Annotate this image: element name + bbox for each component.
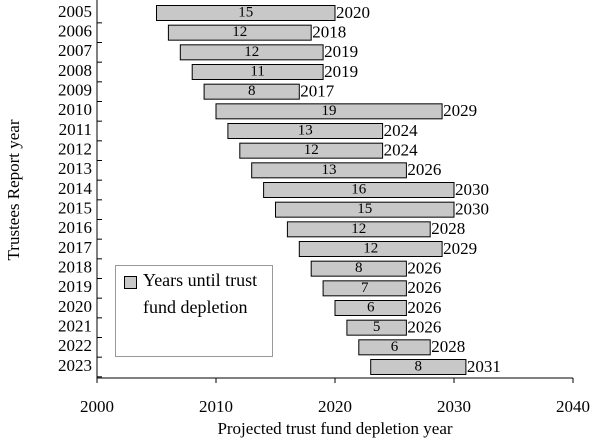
- end-label: 2031: [467, 357, 501, 376]
- bar: [286, 221, 431, 238]
- x-tick-label: 2040: [556, 397, 590, 416]
- duration-label: 12: [363, 240, 378, 256]
- x-tick-label: 2020: [318, 397, 352, 416]
- x-axis-label: Projected trust fund depletion year: [217, 419, 452, 438]
- bar: [310, 260, 407, 277]
- y-tick-label: 2022: [58, 336, 92, 355]
- end-label: 2020: [336, 3, 370, 22]
- end-label: 2024: [384, 141, 419, 160]
- end-label: 2018: [312, 23, 346, 42]
- duration-label: 7: [361, 280, 369, 296]
- y-tick-label: 2019: [58, 277, 92, 296]
- y-tick-label: 2008: [58, 61, 92, 80]
- bar: [358, 339, 431, 356]
- bar: [239, 142, 384, 159]
- bar: [263, 182, 455, 198]
- end-label: 2029: [443, 101, 477, 120]
- legend-label: Years until trust fund depletion: [143, 270, 258, 317]
- duration-label: 8: [355, 260, 363, 276]
- bar: [167, 24, 312, 41]
- duration-label: 12: [304, 142, 319, 158]
- y-tick-label: 2020: [58, 297, 92, 316]
- duration-label: 19: [322, 103, 337, 119]
- x-tick-label: 2000: [80, 397, 114, 416]
- duration-label: 11: [250, 63, 264, 79]
- bar: [370, 359, 467, 375]
- bar: [179, 44, 324, 61]
- y-axis-label: Trustees Report year: [4, 119, 23, 260]
- end-label: 2019: [324, 62, 358, 81]
- duration-label: 12: [244, 44, 259, 60]
- end-label: 2026: [407, 259, 441, 278]
- end-label: 2028: [431, 337, 465, 356]
- end-label: 2017: [300, 82, 335, 101]
- y-tick-label: 2007: [58, 41, 93, 60]
- legend: Years until trust fund depletion: [115, 265, 273, 357]
- end-label: 2028: [431, 219, 465, 238]
- y-tick-label: 2021: [58, 317, 92, 336]
- y-tick-label: 2016: [58, 218, 92, 237]
- y-tick-label: 2015: [58, 199, 92, 218]
- duration-label: 12: [351, 221, 366, 237]
- x-tick-label: 2030: [437, 397, 471, 416]
- end-label: 2026: [407, 160, 441, 179]
- y-tick-label: 2009: [58, 81, 92, 100]
- bar: [191, 64, 324, 80]
- end-label: 2026: [407, 318, 441, 337]
- duration-label: 13: [322, 162, 337, 178]
- y-tick-label: 2012: [58, 140, 92, 159]
- bar: [215, 103, 443, 120]
- y-tick-label: 2005: [58, 2, 92, 21]
- bar: [203, 83, 300, 100]
- end-label: 2024: [384, 121, 419, 140]
- end-label: 2030: [455, 200, 489, 219]
- duration-label: 12: [232, 24, 247, 40]
- y-tick-label: 2013: [58, 159, 92, 178]
- duration-label: 6: [367, 299, 375, 315]
- bar: [227, 123, 384, 139]
- y-tick-label: 2018: [58, 258, 92, 277]
- duration-label: 8: [248, 83, 256, 99]
- legend-swatch: [124, 276, 137, 289]
- duration-label: 5: [373, 319, 381, 335]
- bar: [322, 280, 407, 297]
- end-label: 2026: [407, 298, 441, 317]
- duration-label: 8: [415, 358, 423, 374]
- y-tick-label: 2011: [59, 120, 92, 139]
- bar: [298, 241, 443, 257]
- duration-label: 15: [357, 201, 372, 217]
- duration-label: 15: [238, 4, 253, 20]
- y-tick-label: 2010: [58, 100, 92, 119]
- y-tick-label: 2006: [58, 22, 92, 41]
- y-tick-label: 2023: [58, 356, 92, 375]
- bar: [334, 300, 407, 316]
- end-label: 2030: [455, 180, 489, 199]
- bar: [346, 319, 407, 336]
- duration-label: 13: [298, 122, 313, 138]
- y-tick-label: 2017: [58, 238, 93, 257]
- y-tick-label: 2014: [58, 179, 93, 198]
- bar: [275, 201, 455, 218]
- bar: [156, 5, 336, 21]
- duration-label: 16: [351, 181, 367, 197]
- bar: [251, 162, 407, 179]
- end-label: 2026: [407, 278, 441, 297]
- x-tick-label: 2010: [199, 397, 233, 416]
- end-label: 2019: [324, 42, 358, 61]
- duration-label: 6: [391, 339, 399, 355]
- end-label: 2029: [443, 239, 477, 258]
